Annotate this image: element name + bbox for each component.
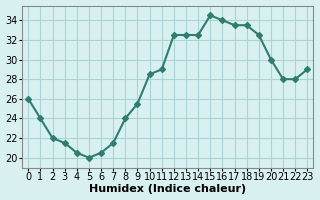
- X-axis label: Humidex (Indice chaleur): Humidex (Indice chaleur): [89, 184, 246, 194]
